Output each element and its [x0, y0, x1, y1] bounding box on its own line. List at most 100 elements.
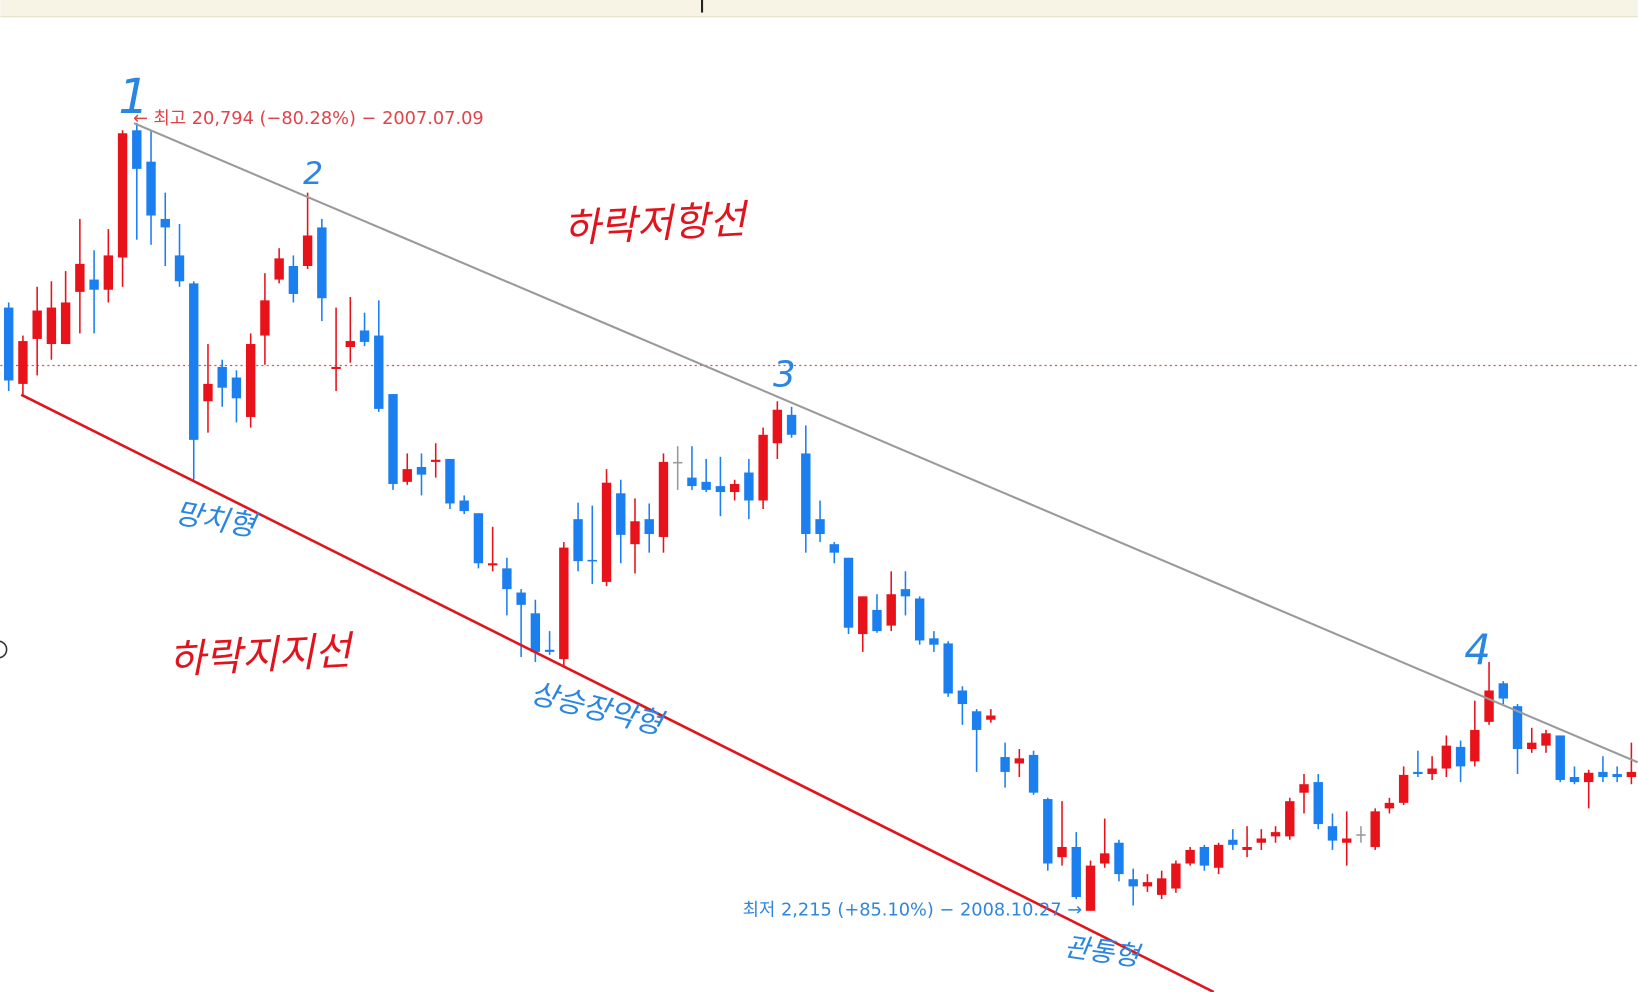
candle-body	[1100, 853, 1110, 864]
candle-body	[1356, 834, 1366, 836]
candle-body	[132, 130, 142, 169]
candle-body	[1327, 826, 1338, 841]
candle-body	[1583, 772, 1594, 783]
candle-body	[416, 467, 427, 475]
candle-body	[1541, 733, 1551, 746]
candle-body	[815, 519, 825, 535]
candle-body	[75, 263, 85, 292]
candle-body	[1313, 782, 1323, 825]
candle-body	[1285, 801, 1295, 837]
candle-body	[772, 409, 783, 444]
pattern-note: 상승장악형	[527, 676, 669, 742]
candle-body	[1370, 811, 1380, 847]
candle-body	[1156, 878, 1167, 895]
candle-body	[431, 459, 441, 462]
candle-body	[1441, 745, 1452, 769]
resistance-line	[133, 122, 1638, 764]
candle-body	[331, 366, 341, 370]
candle-body	[1228, 839, 1238, 845]
candle-body	[1342, 838, 1352, 843]
candle-body	[1043, 799, 1053, 864]
wave-mark: 1	[118, 69, 149, 125]
support-note: 하락지지선	[168, 628, 356, 684]
candle-body	[445, 458, 455, 504]
candle-body	[274, 258, 284, 280]
candle-body	[872, 609, 882, 632]
candle-body	[559, 547, 569, 660]
resistance-note: 하락저항선	[562, 197, 750, 253]
candle-body	[473, 513, 484, 564]
candle-body	[573, 519, 583, 562]
candle-body	[1626, 771, 1637, 777]
candle-body	[46, 307, 57, 345]
candle-body	[459, 500, 469, 512]
candle-body	[1256, 838, 1267, 843]
candle-body	[530, 613, 541, 652]
side-handle	[0, 640, 8, 659]
candle-body	[146, 161, 156, 216]
candle-body	[1000, 757, 1010, 772]
candle-body	[1384, 802, 1395, 809]
candle-body	[1014, 758, 1025, 764]
candle-body	[288, 265, 299, 294]
candle-body	[1427, 768, 1437, 775]
candle-body	[900, 589, 911, 597]
candle-body	[957, 690, 968, 705]
candle-body	[1512, 706, 1523, 750]
candle-body	[18, 341, 28, 384]
candle-body	[758, 434, 768, 501]
candle-body	[231, 377, 242, 399]
candle-body	[1171, 863, 1181, 889]
candle-body	[1142, 882, 1153, 887]
candle-body	[60, 302, 71, 345]
candle-body	[929, 638, 939, 645]
candle-body	[1484, 690, 1494, 722]
candle-body	[1085, 865, 1096, 911]
candle-body	[544, 649, 555, 652]
candle-body	[1470, 729, 1480, 762]
wave-mark: 3	[773, 354, 796, 395]
candle-body	[673, 461, 683, 464]
candle-body	[616, 493, 626, 535]
candle-body	[687, 477, 697, 487]
candle-body	[174, 255, 185, 282]
candle-body	[801, 453, 811, 535]
candle-body	[502, 568, 512, 590]
candle-body	[858, 596, 868, 635]
candle-body	[3, 307, 14, 381]
candle-body	[260, 300, 270, 336]
candle-body	[587, 559, 597, 562]
candle-body	[971, 711, 982, 730]
candle-body	[1114, 842, 1124, 875]
candle-body	[1498, 683, 1508, 699]
candle-body	[374, 335, 384, 409]
low-label: 최저 2,215 (+85.10%) − 2008.10.27 →	[743, 900, 1082, 921]
candle-body	[943, 643, 953, 694]
candle-body	[359, 330, 370, 342]
candle-body	[886, 594, 896, 626]
candles	[3, 122, 1637, 911]
candle-body	[914, 598, 925, 641]
candle-body	[786, 414, 797, 435]
candle-body	[744, 472, 754, 501]
candle-body	[245, 344, 256, 417]
candle-body	[1128, 879, 1138, 887]
candle-body	[302, 235, 313, 266]
candle-body	[630, 521, 640, 545]
candle-body	[601, 482, 612, 582]
candle-body	[1242, 846, 1252, 850]
wave-mark: 2	[303, 156, 323, 192]
candle-body	[1028, 754, 1039, 793]
candle-body	[715, 486, 726, 493]
candle-body	[1398, 774, 1409, 803]
candle-body	[1569, 776, 1580, 783]
candle-body	[701, 481, 711, 490]
candle-body	[32, 310, 42, 339]
high-label: ← 최고 20,794 (−80.28%) − 2007.07.09	[133, 108, 484, 129]
candle-body	[1071, 846, 1081, 898]
candle-body	[89, 279, 99, 290]
pattern-note: 관통형	[1062, 932, 1143, 974]
candle-body	[487, 563, 498, 566]
